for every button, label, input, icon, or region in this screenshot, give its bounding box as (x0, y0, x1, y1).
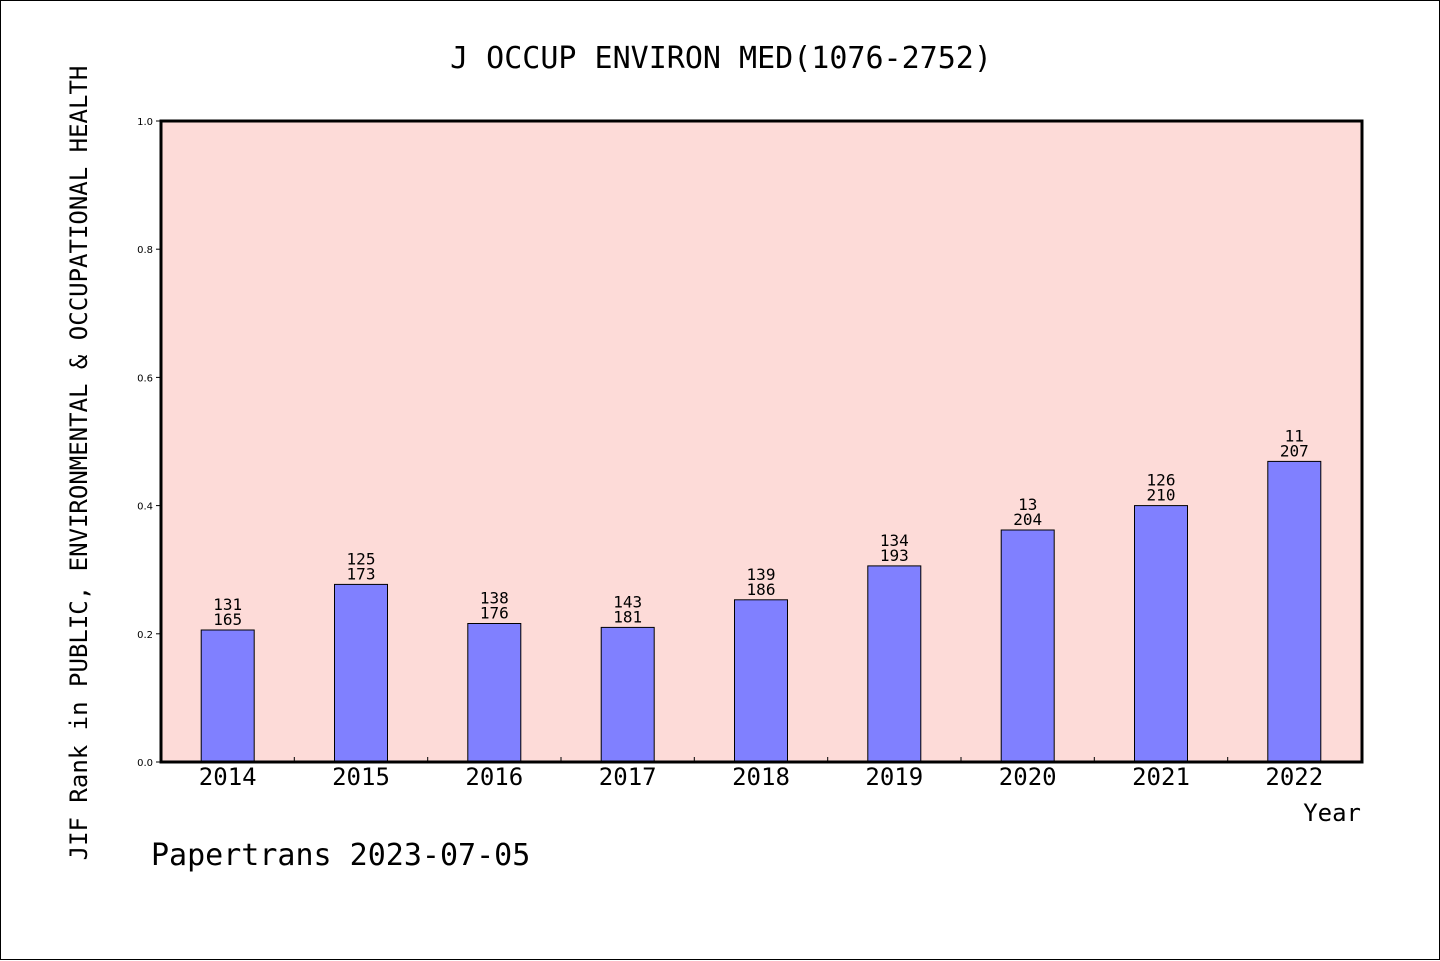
y-tick-label-0.8: 0.8 (137, 245, 153, 256)
bar-label-top-2018: 139 (747, 565, 776, 584)
y-tick-label-0.4: 0.4 (137, 502, 153, 513)
bar-2020 (1000, 529, 1055, 763)
x-tick-label-2016: 2016 (465, 763, 523, 791)
y-tick-label-0.6: 0.6 (137, 373, 153, 384)
y-tick-label-0.0: 0.0 (137, 758, 153, 769)
bar-2018 (734, 599, 788, 763)
bar-label-top-2014: 131 (213, 595, 242, 614)
bar-label-top-2022: 11 (1285, 426, 1304, 445)
bar-label-top-2020: 13 (1018, 495, 1037, 514)
bar-label-bottom-2017: 181 (613, 607, 642, 626)
bar-label-bottom-2020: 204 (1013, 510, 1042, 529)
bar-label-top-2017: 143 (613, 592, 642, 611)
bar-2021 (1134, 505, 1188, 763)
bar-2017 (600, 626, 655, 763)
bar-label-bottom-2019: 193 (880, 546, 909, 565)
bar-2022 (1267, 460, 1322, 763)
watermark-text: Papertrans 2023-07-05 (151, 838, 530, 873)
bar-2015 (334, 583, 388, 763)
bars-layer: 1311651251731381761431811391861341931320… (200, 426, 1322, 763)
x-tick-label-2020: 2020 (999, 763, 1057, 791)
bar-label-bottom-2022: 207 (1280, 441, 1309, 460)
x-tick-label-2021: 2021 (1132, 763, 1190, 791)
bar-2019 (867, 565, 922, 763)
y-axis-ticks: 0.0 0.2 0.4 0.6 0.8 1.0 (137, 117, 161, 769)
bar-2014 (200, 629, 255, 763)
x-tick-label-2018: 2018 (732, 763, 790, 791)
bar-label-top-2021: 126 (1147, 471, 1176, 490)
y-axis-label: JIF Rank in PUBLIC, ENVIRONMENTAL & OCCU… (65, 66, 93, 861)
bar-label-bottom-2015: 173 (347, 564, 376, 583)
plot-frame (159, 119, 1364, 764)
bar-label-top-2015: 125 (347, 549, 376, 568)
x-tick-label-2015: 2015 (332, 763, 390, 791)
bar-label-bottom-2014: 165 (213, 610, 242, 629)
bar-label-bottom-2016: 176 (480, 604, 509, 623)
bar-label-top-2019: 134 (880, 531, 909, 550)
bar-label-top-2016: 138 (480, 589, 509, 608)
y-tick-label-1.0: 1.0 (137, 117, 153, 128)
chart-title: J OCCUP ENVIRON MED(1076-2752) (450, 41, 992, 76)
x-tick-label-2019: 2019 (865, 763, 923, 791)
x-tick-label-2022: 2022 (1265, 763, 1323, 791)
y-tick-label-0.2: 0.2 (137, 630, 153, 641)
bar-label-bottom-2018: 186 (747, 580, 776, 599)
x-axis-label: Year (1303, 799, 1361, 827)
bar-2016 (467, 623, 522, 763)
x-tick-label-2017: 2017 (599, 763, 657, 791)
x-tick-label-2014: 2014 (199, 763, 257, 791)
x-axis-ticks: 2014 2015 2016 2017 2018 2019 2020 2021 2022 (199, 757, 1323, 791)
bar-label-bottom-2021: 210 (1147, 486, 1176, 505)
